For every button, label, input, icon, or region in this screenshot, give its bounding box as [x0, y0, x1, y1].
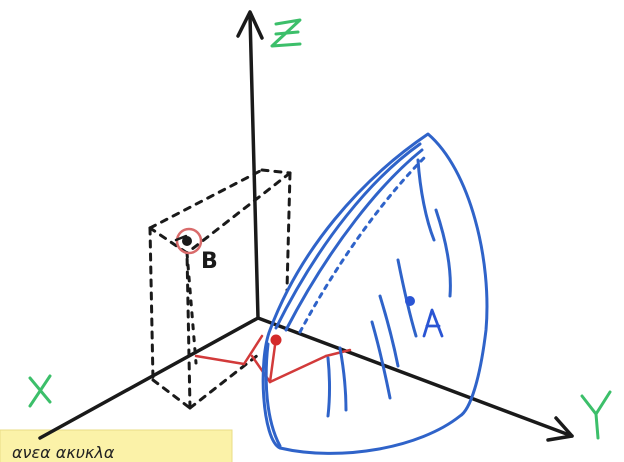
dashed-box [148, 168, 292, 410]
y-axis-label-text: Y [580, 435, 581, 437]
x-axis-label [28, 374, 52, 408]
point-a: A [405, 296, 444, 338]
point-b-label: B [201, 249, 218, 274]
point-a-dot [405, 296, 415, 306]
y-axis-label [580, 390, 612, 440]
axes [38, 10, 574, 442]
x-axis-label-text: X [28, 403, 29, 405]
point-b-dot [182, 236, 192, 246]
z-axis-arrowhead [236, 10, 264, 40]
sphere-patch [261, 132, 489, 455]
point-b: B [174, 227, 218, 274]
sticky-note-paper [0, 429, 233, 462]
x-axis [38, 316, 260, 440]
z-axis [248, 14, 260, 320]
point-b-ring [175, 227, 203, 255]
sticky-note: ανεα ακυκλα [0, 429, 233, 462]
z-axis-label [270, 18, 302, 48]
sticky-note-text: ανεα ακυκλα [12, 443, 115, 462]
point-a-label [422, 308, 444, 338]
origin-projection-point [270, 334, 282, 346]
y-axis-arrowhead [546, 416, 574, 442]
sphere-patch-outline [261, 132, 489, 455]
y-axis [256, 316, 574, 438]
